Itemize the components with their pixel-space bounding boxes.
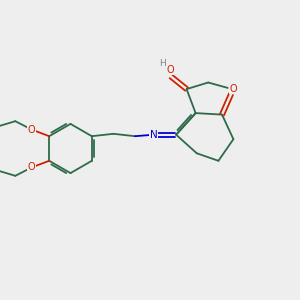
Text: H: H [159,59,166,68]
Text: O: O [167,65,174,75]
Text: O: O [28,162,36,172]
Text: N: N [150,130,158,140]
Text: O: O [230,84,237,94]
Text: O: O [28,124,36,135]
